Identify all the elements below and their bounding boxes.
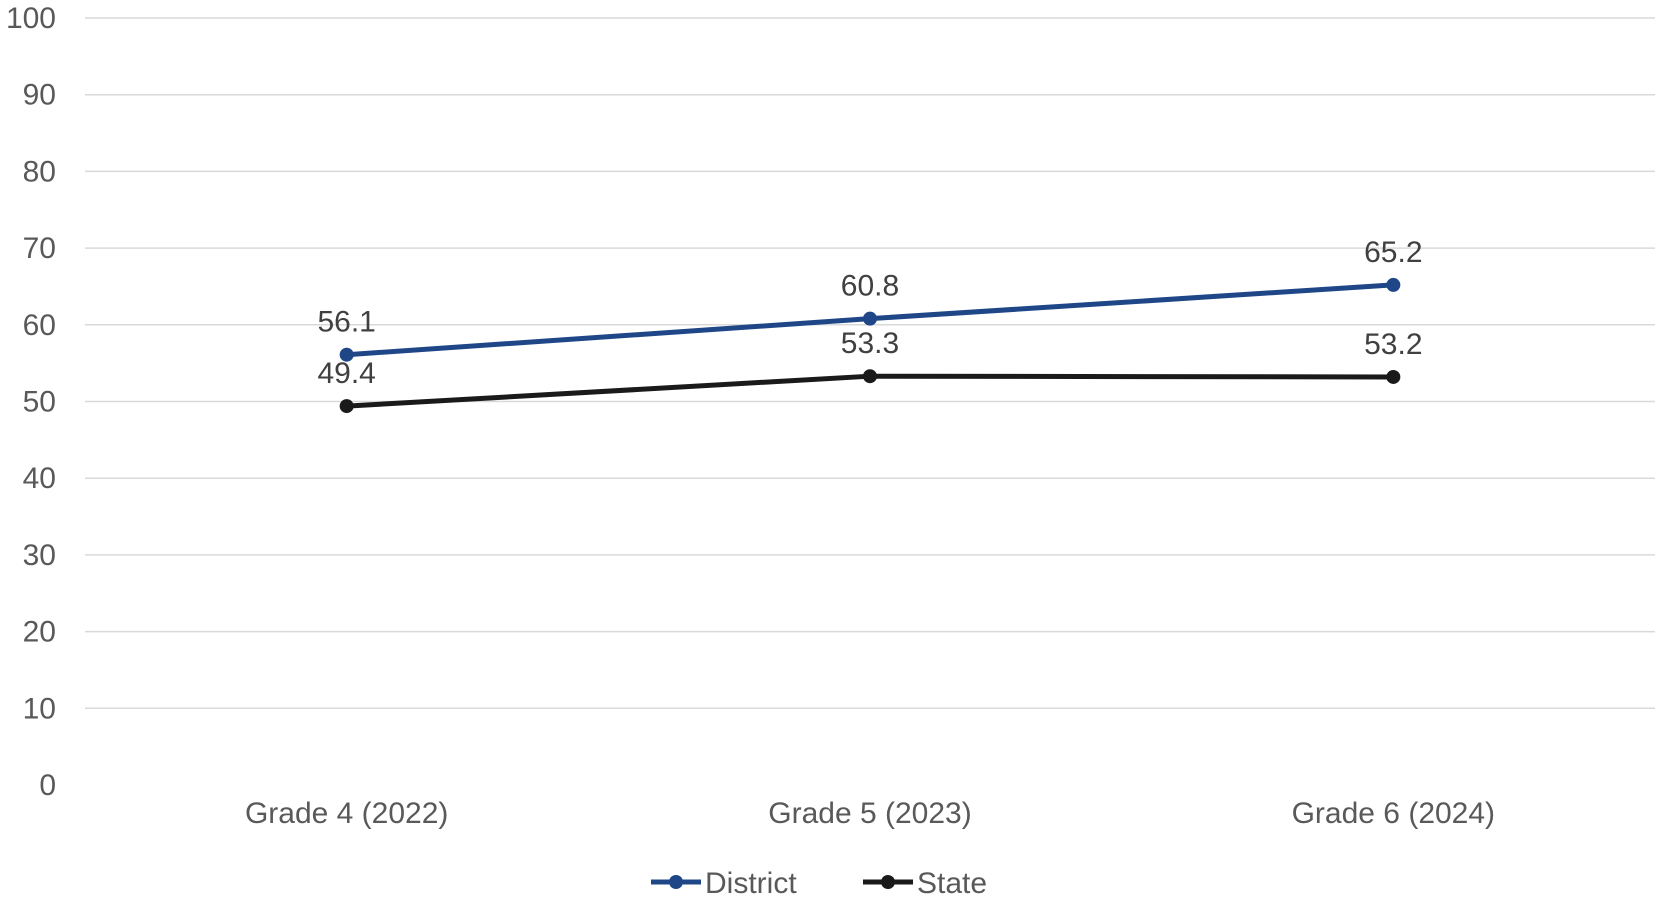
legend-item-state: State	[863, 867, 987, 900]
y-tick-label: 10	[23, 692, 56, 725]
legend: District State	[651, 867, 987, 900]
y-tick-label: 0	[39, 769, 56, 802]
legend-item-district: District	[651, 867, 797, 900]
data-point-district	[339, 347, 354, 362]
y-tick-label: 60	[23, 309, 56, 342]
data-label-state: 53.3	[841, 327, 899, 360]
data-label-state: 49.4	[317, 357, 375, 390]
x-axis-tick-labels: Grade 4 (2022) Grade 5 (2023) Grade 6 (202…	[245, 797, 1495, 830]
data-point-state	[339, 399, 354, 414]
data-point-state	[863, 369, 877, 384]
data-label-district: 60.8	[841, 270, 899, 303]
legend-swatch-marker	[881, 875, 895, 889]
y-tick-label: 70	[23, 232, 56, 265]
y-tick-label: 100	[6, 2, 56, 35]
x-tick-label: Grade 6 (2024)	[1292, 797, 1495, 830]
data-point-state	[1386, 369, 1401, 384]
data-point-district	[1386, 277, 1401, 292]
y-tick-label: 50	[23, 386, 56, 419]
series-lines	[339, 277, 1401, 414]
y-tick-label: 90	[23, 79, 56, 112]
y-tick-label: 30	[23, 539, 56, 572]
x-tick-label: Grade 4 (2022)	[245, 797, 448, 830]
y-tick-label: 40	[23, 462, 56, 495]
x-tick-label: Grade 5 (2023)	[768, 797, 971, 830]
data-label-district: 65.2	[1364, 236, 1422, 269]
data-label-state: 53.2	[1364, 328, 1422, 361]
data-label-district: 56.1	[317, 306, 375, 339]
legend-label: State	[917, 867, 987, 900]
data-labels: 56.1 60.8 65.2 49.4 53.3 53.2	[317, 236, 1422, 390]
legend-swatch-marker	[669, 875, 683, 889]
y-tick-label: 80	[23, 155, 56, 188]
legend-label: District	[705, 867, 797, 900]
y-axis-tick-labels: 0 10 20 30 40 50 60 70 80 90 100	[6, 2, 56, 802]
y-tick-label: 20	[23, 616, 56, 649]
data-point-district	[863, 311, 877, 326]
